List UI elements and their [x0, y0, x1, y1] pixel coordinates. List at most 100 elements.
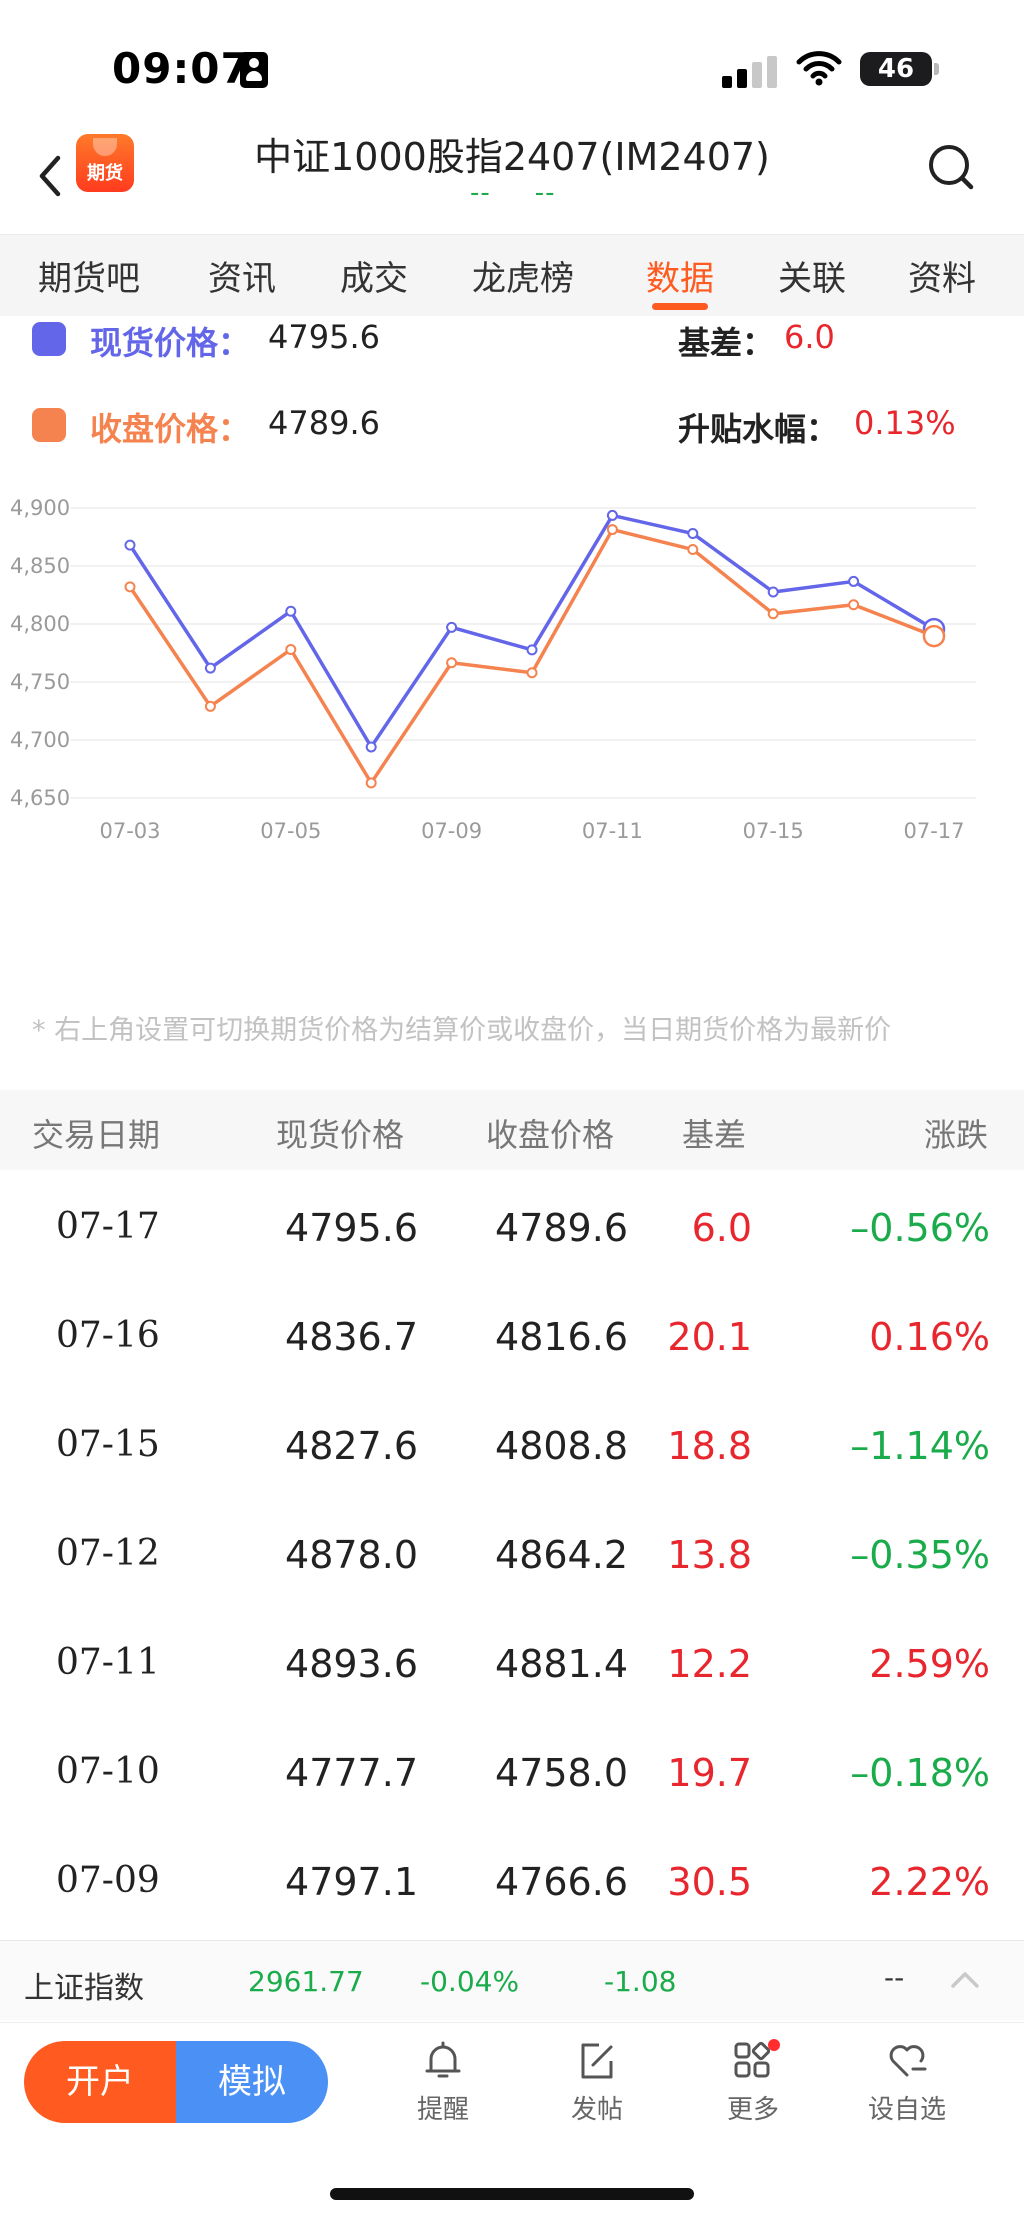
basis-value: 6.0	[784, 318, 835, 356]
close-swatch	[32, 408, 66, 442]
logo-text: 期货	[87, 163, 123, 184]
data-point	[365, 777, 377, 789]
data-point	[446, 621, 458, 633]
search-icon[interactable]	[924, 140, 978, 194]
table-row[interactable]: 07-17 4795.6 4789.6 6.0 –0.56%	[0, 1176, 1024, 1284]
series-line-close	[128, 527, 935, 785]
tab-news[interactable]: 资讯	[208, 259, 276, 299]
index-ticker[interactable]: 上证指数 2961.77 -0.04% -1.08 --	[0, 1940, 1024, 2020]
cell-close: 4881.4	[495, 1642, 628, 1686]
data-point	[526, 667, 538, 679]
heart-add-icon	[889, 2045, 927, 2077]
x-tick-label: 07-09	[421, 819, 482, 843]
data-point	[446, 657, 458, 669]
remind-label: 提醒	[416, 2095, 469, 2125]
cell-change: 2.22%	[869, 1860, 990, 1904]
x-tick-label: 07-17	[903, 819, 964, 843]
cell-date: 07-17	[56, 1206, 160, 1247]
cell-close: 4789.6	[495, 1206, 628, 1250]
table-header: 交易日期 现货价格 收盘价格 基差 涨跌	[0, 1090, 1024, 1170]
more-button[interactable]: 更多	[698, 2031, 808, 2131]
legend-spot-row: 现货价格： 4795.6 基差： 6.0	[0, 312, 1024, 368]
back-arrow-icon[interactable]	[32, 148, 72, 204]
cell-close: 4864.2	[495, 1533, 628, 1577]
data-point	[606, 524, 618, 536]
y-tick-label: 4,750	[10, 670, 70, 694]
more-label: 更多	[726, 2095, 779, 2125]
x-tick-label: 07-05	[260, 819, 321, 843]
tab-data[interactable]: 数据	[646, 259, 714, 299]
cell-close: 4816.6	[495, 1315, 628, 1359]
y-tick-label: 4,700	[10, 728, 70, 752]
cell-basis: 20.1	[667, 1315, 752, 1359]
tab-profile[interactable]: 资料	[908, 259, 976, 299]
cell-spot: 4827.6	[285, 1424, 418, 1468]
close-value: 4789.6	[268, 404, 380, 442]
table-row[interactable]: 07-09 4797.1 4766.6 30.5 2.22%	[0, 1830, 1024, 1938]
header-date: 交易日期	[32, 1116, 161, 1154]
ticker-extra: --	[884, 1961, 905, 1994]
data-point	[606, 509, 618, 521]
data-point	[124, 581, 136, 593]
header-change: 涨跌	[924, 1116, 989, 1154]
data-point	[204, 662, 216, 674]
post-button[interactable]: 发帖	[542, 2031, 652, 2131]
add-watchlist-button[interactable]: 设自选	[852, 2031, 962, 2131]
simulate-button[interactable]: 模拟	[176, 2041, 328, 2123]
cell-date: 07-16	[56, 1315, 160, 1356]
close-label: 收盘价格：	[90, 410, 251, 448]
legend-close-row: 收盘价格： 4789.6 升贴水幅： 0.13%	[0, 398, 1024, 454]
table-row[interactable]: 07-12 4878.0 4864.2 13.8 –0.35%	[0, 1503, 1024, 1611]
y-tick-label: 4,900	[10, 496, 70, 520]
chevron-up-icon[interactable]	[950, 1967, 980, 1991]
cell-spot: 4777.7	[285, 1751, 418, 1795]
logo-emblem-icon	[93, 138, 117, 156]
remind-button[interactable]: 提醒	[388, 2031, 498, 2131]
table-row[interactable]: 07-11 4893.6 4881.4 12.2 2.59%	[0, 1612, 1024, 1720]
cell-spot: 4797.1	[285, 1860, 418, 1904]
bell-icon	[425, 2041, 461, 2078]
tab-related[interactable]: 关联	[778, 259, 846, 299]
change-placeholder: --	[534, 178, 556, 208]
cell-change: –0.56%	[850, 1206, 990, 1250]
table-row[interactable]: 07-15 4827.6 4808.8 18.8 –1.14%	[0, 1394, 1024, 1502]
tab-trades[interactable]: 成交	[340, 259, 408, 299]
tab-forum[interactable]: 期货吧	[38, 259, 140, 299]
chart-note: * 右上角设置可切换期货价格为结算价或收盘价，当日期货价格为最新价	[32, 1015, 892, 1046]
spot-label: 现货价格：	[90, 324, 251, 362]
ticker-change: -1.08	[604, 1965, 677, 1998]
data-point	[687, 528, 699, 540]
tab-active-indicator	[652, 303, 708, 310]
premium-value: 0.13%	[854, 404, 956, 442]
cell-basis: 13.8	[667, 1533, 752, 1577]
cell-change: 2.59%	[869, 1642, 990, 1686]
page-title: 中证1000股指2407(IM2407)	[254, 135, 770, 179]
cell-close: 4766.6	[495, 1860, 628, 1904]
premium-label: 升贴水幅：	[678, 410, 839, 448]
ticker-price: 2961.77	[248, 1965, 364, 1998]
data-point	[285, 605, 297, 617]
x-tick-label: 07-15	[743, 819, 804, 843]
data-point	[767, 586, 779, 598]
y-tick-label: 4,850	[10, 554, 70, 578]
cell-date: 07-10	[56, 1751, 160, 1792]
header-basis: 基差	[682, 1116, 747, 1154]
x-tick-label: 07-11	[582, 819, 643, 843]
cell-change: 0.16%	[869, 1315, 990, 1359]
tab-ranking[interactable]: 龙虎榜	[472, 259, 574, 299]
cell-date: 07-15	[56, 1424, 160, 1465]
tab-bar: 期货吧 资讯 成交 龙虎榜 数据 关联 资料	[0, 234, 1024, 316]
open-account-button[interactable]: 开户	[24, 2041, 176, 2123]
table-row[interactable]: 07-16 4836.7 4816.6 20.1 0.16%	[0, 1285, 1024, 1393]
cell-change: –0.18%	[850, 1751, 990, 1795]
compose-icon	[581, 2043, 613, 2079]
basis-line-chart[interactable]: 4,900 4,850 4,800 4,750 4,700 4,650 07-03 07-05…	[0, 480, 1024, 980]
cell-close: 4808.8	[495, 1424, 628, 1468]
series-line-spot	[128, 513, 935, 749]
data-point	[848, 575, 860, 587]
futures-logo: 期货	[76, 134, 134, 192]
table-row[interactable]: 07-10 4777.7 4758.0 19.7 –0.18%	[0, 1721, 1024, 1829]
cell-basis: 19.7	[667, 1751, 752, 1795]
cell-basis: 18.8	[667, 1424, 752, 1468]
cell-change: –0.35%	[850, 1533, 990, 1577]
